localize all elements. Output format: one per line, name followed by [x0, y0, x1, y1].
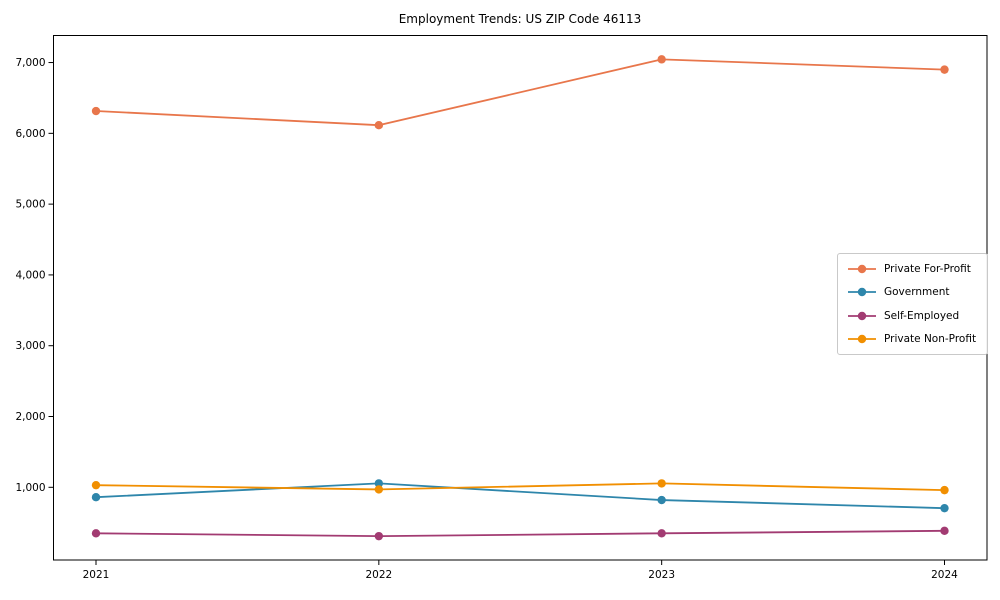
data-point-marker: [940, 485, 949, 495]
series-government: [91, 479, 949, 513]
data-point-marker: [374, 479, 384, 488]
series-line: [95, 58, 945, 127]
data-point-marker: [91, 493, 101, 502]
series-self-employed: [91, 526, 949, 541]
data-point-marker: [91, 106, 101, 116]
legend-dot: [857, 335, 867, 344]
data-point-marker: [91, 529, 101, 538]
legend: Private For-Profit Government Self-Employe…: [837, 253, 988, 355]
x-tick-label: 2023: [648, 569, 675, 581]
legend-label: Private For-Profit: [884, 262, 971, 275]
legend-label: Government: [884, 286, 950, 299]
legend-dot: [857, 264, 867, 273]
data-point-marker: [657, 55, 666, 64]
series-line: [95, 482, 945, 492]
data-point-marker: [374, 120, 384, 130]
y-tick-label: 7,000: [15, 57, 45, 69]
x-tick-label: 2022: [365, 569, 392, 581]
x-tick-label: 2024: [931, 569, 958, 581]
series-private-non-profit: [91, 479, 949, 495]
y-tick-label: 6,000: [15, 128, 45, 140]
legend-dot: [857, 311, 867, 320]
data-point-marker: [940, 526, 949, 536]
data-point-marker: [374, 485, 384, 494]
y-tick-label: 1,000: [15, 482, 45, 494]
data-point-marker: [657, 495, 666, 505]
data-point-marker: [940, 503, 949, 513]
data-point-marker: [657, 479, 666, 488]
data-point-marker: [657, 529, 666, 538]
legend-marker-icon: [848, 335, 876, 344]
legend-marker-icon: [848, 311, 876, 320]
data-point-marker: [374, 531, 384, 541]
legend-entry-self-employed: Self-Employed: [838, 310, 987, 322]
y-tick-label: 3,000: [15, 340, 45, 352]
series-private-for-profit: [91, 55, 949, 130]
data-point-marker: [940, 65, 949, 74]
series-line: [95, 529, 945, 538]
legend-entry-government: Government: [838, 286, 987, 298]
chart-title: Employment Trends: US ZIP Code 46113: [398, 12, 642, 26]
legend-label: Self-Employed: [884, 309, 960, 322]
legend-label: Private Non-Profit: [884, 333, 977, 346]
series-line: [95, 482, 945, 510]
legend-entry-private-non-profit: Private Non-Profit: [838, 333, 987, 345]
legend-entry-private-for-profit: Private For-Profit: [838, 263, 987, 275]
data-point-marker: [91, 480, 101, 490]
y-tick-label: 4,000: [15, 269, 45, 281]
x-tick-label: 2021: [83, 569, 110, 581]
legend-marker-icon: [848, 264, 876, 273]
y-tick-label: 5,000: [15, 199, 45, 211]
y-tick-label: 2,000: [15, 411, 45, 423]
legend-marker-icon: [848, 288, 876, 297]
legend-dot: [857, 288, 867, 297]
